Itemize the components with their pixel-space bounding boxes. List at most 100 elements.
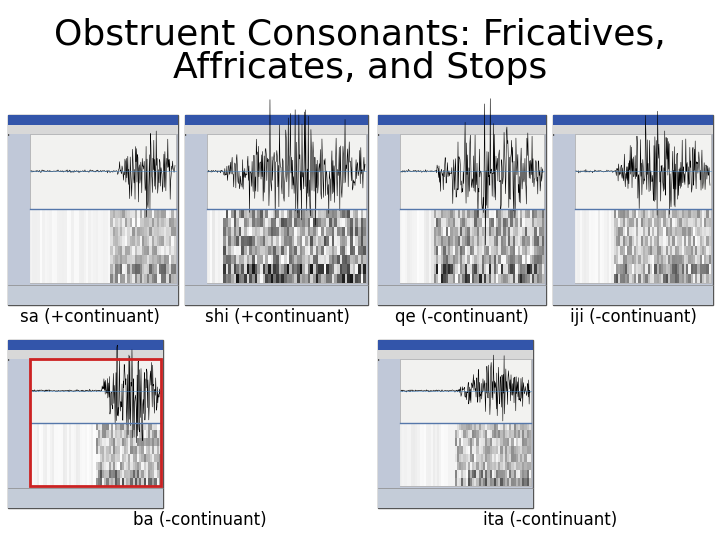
Bar (305, 265, 307, 274)
Bar (30, 470, 32, 478)
Bar (480, 237, 482, 246)
Bar (56, 422, 58, 430)
Bar (513, 478, 516, 486)
Bar (32, 246, 35, 255)
Bar (474, 208, 477, 218)
Bar (686, 274, 688, 283)
Bar (32, 430, 35, 438)
Bar (469, 274, 472, 283)
Bar (132, 430, 135, 438)
Bar (598, 246, 600, 255)
Bar (45, 227, 47, 237)
Bar (695, 246, 698, 255)
Bar (42, 208, 45, 218)
Bar (413, 430, 415, 438)
Bar (634, 246, 636, 255)
Bar (30, 208, 32, 218)
Bar (507, 462, 509, 470)
Bar (52, 265, 54, 274)
Bar (525, 208, 527, 218)
Bar (670, 218, 672, 227)
Bar (60, 438, 63, 447)
Bar (484, 246, 487, 255)
Bar (455, 255, 458, 265)
Bar (616, 227, 618, 237)
Bar (265, 255, 268, 265)
Bar (155, 454, 157, 462)
Bar (411, 462, 413, 470)
Bar (409, 430, 411, 438)
Bar (35, 237, 37, 246)
Bar (593, 274, 595, 283)
Bar (470, 422, 472, 430)
Bar (122, 454, 124, 462)
Bar (426, 438, 428, 447)
Bar (426, 208, 429, 218)
Bar (8, 285, 178, 305)
Bar (315, 274, 318, 283)
Bar (73, 462, 76, 470)
Bar (503, 470, 505, 478)
Bar (313, 246, 315, 255)
Bar (422, 454, 424, 462)
Bar (117, 237, 120, 246)
Bar (241, 265, 244, 274)
Bar (150, 470, 152, 478)
Bar (80, 447, 82, 454)
Bar (407, 438, 409, 447)
Bar (135, 462, 137, 470)
Bar (553, 115, 713, 125)
Bar (148, 447, 150, 454)
Bar (510, 246, 513, 255)
Bar (695, 218, 698, 227)
Bar (135, 255, 137, 265)
Bar (553, 285, 713, 305)
Bar (122, 470, 124, 478)
Bar (477, 218, 480, 227)
Bar (407, 422, 409, 430)
Bar (708, 237, 711, 246)
Bar (451, 255, 453, 265)
Bar (157, 430, 159, 438)
Bar (503, 265, 505, 274)
Bar (318, 265, 321, 274)
Bar (152, 208, 154, 218)
Bar (294, 265, 297, 274)
Bar (268, 255, 271, 265)
Bar (302, 237, 305, 246)
Bar (115, 237, 117, 246)
Bar (452, 430, 454, 438)
Bar (498, 237, 501, 246)
Bar (52, 237, 54, 246)
Bar (437, 447, 439, 454)
Bar (241, 274, 244, 283)
Bar (523, 208, 525, 218)
Bar (212, 265, 215, 274)
Bar (402, 218, 405, 227)
Bar (111, 438, 113, 447)
Bar (50, 265, 52, 274)
Bar (516, 454, 518, 462)
Bar (307, 246, 310, 255)
Bar (117, 430, 120, 438)
Bar (345, 255, 348, 265)
Bar (48, 430, 50, 438)
Bar (69, 470, 71, 478)
Bar (441, 430, 444, 438)
Bar (140, 208, 142, 218)
Bar (503, 462, 505, 470)
Bar (63, 422, 65, 430)
Bar (528, 422, 531, 430)
Bar (625, 208, 627, 218)
Bar (441, 227, 444, 237)
Bar (104, 422, 107, 430)
Bar (530, 208, 532, 218)
Bar (348, 237, 350, 246)
Bar (174, 237, 176, 246)
Bar (73, 208, 76, 218)
Bar (274, 255, 276, 265)
Bar (661, 237, 663, 246)
Bar (498, 422, 500, 430)
Bar (466, 430, 468, 438)
Bar (402, 447, 405, 454)
